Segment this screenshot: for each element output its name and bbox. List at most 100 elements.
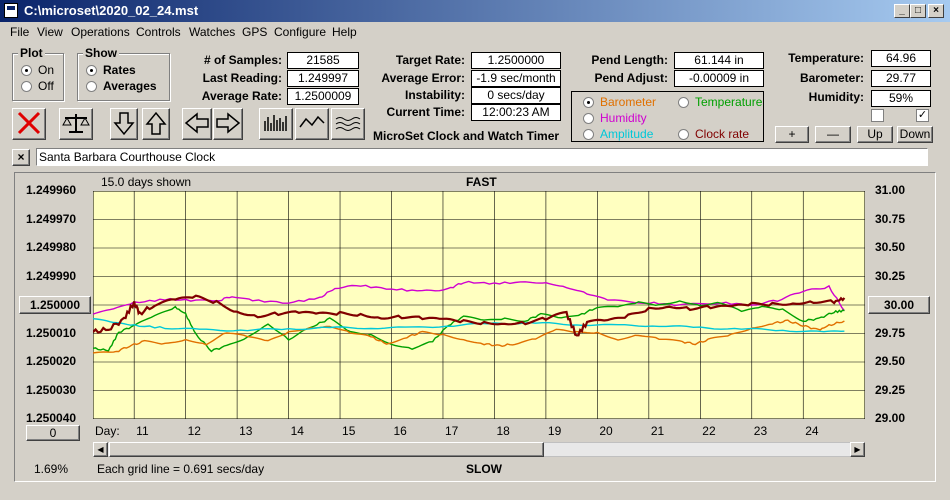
stop-button[interactable]: [12, 108, 46, 140]
wave-plot-button[interactable]: [331, 108, 365, 140]
down-button[interactable]: Down: [897, 126, 933, 143]
y-left-tick-label: 1.249970: [26, 211, 77, 226]
minus-button[interactable]: —: [815, 126, 851, 143]
app-icon: [4, 3, 18, 18]
plot-off-radio[interactable]: [21, 81, 32, 92]
instability-label: Instability:: [404, 88, 465, 102]
show-averages-radio[interactable]: [86, 81, 97, 92]
y-left-tick-label: 1.249990: [26, 268, 77, 283]
x-tick-label: 16: [393, 424, 407, 438]
show-rates-radio[interactable]: [86, 65, 97, 76]
minimize-button[interactable]: _: [894, 4, 910, 18]
menu-gps[interactable]: GPS: [242, 25, 268, 39]
slow-label: SLOW: [466, 462, 502, 476]
pend-adjust-label: Pend Adjust:: [594, 71, 668, 85]
chart-plot-area: [93, 191, 865, 419]
red-x-icon: [17, 111, 41, 135]
show-rates-label: Rates: [103, 63, 136, 77]
checkbox-left[interactable]: [871, 109, 884, 122]
arrow-down-button[interactable]: [110, 108, 138, 140]
bar-plot-button[interactable]: [259, 108, 293, 140]
menu-configure[interactable]: Configure: [274, 25, 327, 39]
watch-name-field[interactable]: Santa Barbara Courthouse Clock: [36, 148, 928, 166]
y-right-tick-label: 29.50: [875, 354, 906, 368]
app-caption: MicroSet Clock and Watch Timer: [373, 129, 560, 143]
y-left-tick-label: 1.249960: [26, 183, 77, 197]
y-left-tick-label: 1.250040: [26, 411, 77, 425]
right-center-button[interactable]: 30.00: [868, 296, 930, 314]
sensor-selector: [571, 91, 764, 142]
amplitude-radio[interactable]: [583, 129, 594, 140]
checkbox-right[interactable]: ✓: [916, 109, 929, 122]
balance-button[interactable]: [59, 108, 93, 140]
y-left-tick-label: 1.250030: [26, 382, 77, 397]
grid-note: Each grid line = 0.691 secs/day: [97, 462, 265, 476]
clock-rate-option-label: Clock rate: [695, 127, 750, 141]
line-plot-icon: [299, 115, 325, 128]
menu-controls[interactable]: Controls: [136, 25, 181, 39]
day-label: Day:: [95, 424, 120, 438]
temperature-option-label: Temperature: [695, 95, 763, 109]
temperature-value: 64.96: [871, 50, 931, 67]
title-bar: C:\microset\2020_02_24.mst _ □ ×: [0, 0, 950, 22]
arrow-right-button[interactable]: [213, 108, 243, 140]
humidity-radio[interactable]: [583, 113, 594, 124]
average-error-label: Average Error:: [381, 71, 465, 85]
arrow-up-button[interactable]: [142, 108, 170, 140]
up-button[interactable]: Up: [857, 126, 893, 143]
clock-rate-radio[interactable]: [678, 129, 689, 140]
close-window-button[interactable]: ×: [928, 4, 944, 18]
barometer-option-label: Barometer: [600, 95, 657, 109]
menu-file[interactable]: File: [10, 25, 30, 39]
average-rate-label: Average Rate:: [201, 89, 282, 103]
scroll-thumb[interactable]: [109, 442, 544, 457]
temperature-radio[interactable]: [678, 97, 689, 108]
percent-label: 1.69%: [34, 462, 69, 476]
y-right-tick-label: 30.50: [875, 240, 906, 254]
arrow-left-button[interactable]: [182, 108, 212, 140]
zero-button[interactable]: 0: [26, 425, 80, 441]
x-tick-label: 14: [290, 424, 304, 438]
plot-off-label: Off: [38, 79, 54, 93]
menu-watches[interactable]: Watches: [189, 25, 236, 39]
scroll-right-button[interactable]: ▶: [850, 442, 865, 457]
balance-scale-icon: [62, 114, 90, 133]
days-shown: 15.0 days shown: [101, 175, 192, 189]
scroll-left-button[interactable]: ◀: [93, 442, 108, 457]
humidity-option-label: Humidity: [600, 111, 647, 125]
y-left-tick-label: 1.249980: [26, 240, 77, 254]
x-tick-label: 17: [444, 424, 459, 438]
y-right-tick-label: 30.75: [875, 211, 906, 226]
line-plot-button[interactable]: [295, 108, 329, 140]
amplitude-option-label: Amplitude: [600, 127, 654, 141]
menu-operations[interactable]: Operations: [71, 25, 130, 39]
samples-label: # of Samples:: [203, 53, 282, 67]
clear-name-button[interactable]: ×: [12, 149, 30, 166]
maximize-button[interactable]: □: [910, 4, 926, 18]
pend-length-label: Pend Length:: [591, 53, 668, 67]
menu-view[interactable]: View: [37, 25, 63, 39]
series-amplitude: [93, 318, 845, 333]
plot-group: [12, 53, 64, 101]
target-rate-input[interactable]: 1.2500000: [471, 52, 561, 69]
plot-on-label: On: [38, 63, 55, 77]
plot-on-radio[interactable]: [21, 65, 32, 76]
window-title: C:\microset\2020_02_24.mst: [24, 3, 199, 18]
x-tick-label: 23: [753, 424, 768, 438]
chart-panel: [14, 172, 936, 482]
average-rate-value: 1.2500009: [287, 88, 359, 105]
menu-help[interactable]: Help: [332, 25, 357, 39]
arrow-up-icon: [145, 111, 167, 135]
humidity-value: 59%: [871, 90, 931, 107]
barometer-value: 29.77: [871, 70, 931, 87]
instability-value: 0 secs/day: [471, 87, 561, 104]
plus-button[interactable]: +: [775, 126, 809, 143]
left-center-button[interactable]: 1.250000: [19, 296, 91, 314]
menu-bar: File View Operations Controls Watches GP…: [0, 22, 950, 42]
temperature-label: Temperature:: [788, 51, 864, 65]
pend-length-value: 61.144 in: [674, 52, 764, 69]
y-right-tick-label: 29.75: [875, 325, 906, 340]
barometer-radio[interactable]: [583, 97, 594, 108]
series-barometer: [93, 319, 845, 354]
samples-value: 21585: [287, 52, 359, 69]
